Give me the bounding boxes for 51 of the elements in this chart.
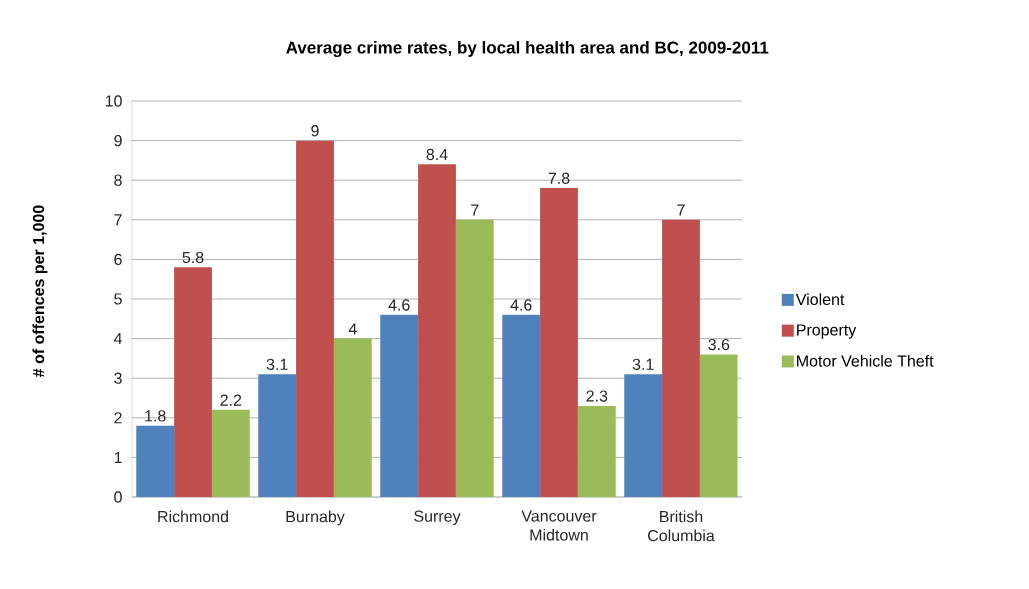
y-tick-label: 7	[114, 214, 122, 226]
legend-label: Motor Vehicle Theft	[797, 354, 934, 367]
data-label: 4	[348, 323, 357, 335]
bar	[174, 267, 212, 497]
bar	[540, 188, 578, 497]
data-label: 5.8	[182, 251, 204, 264]
data-label: 3.6	[708, 338, 730, 351]
bar	[136, 425, 175, 497]
y-tick-label: 3	[114, 372, 122, 384]
bar	[624, 374, 663, 497]
x-tick-label: Vancouver Midtown	[521, 510, 597, 541]
bar	[418, 164, 456, 497]
y-tick-label: 9	[114, 134, 122, 147]
data-label: 1.8	[145, 410, 166, 422]
bar	[296, 140, 334, 497]
bar	[211, 409, 250, 497]
data-label: 2.3	[586, 390, 608, 402]
bar	[455, 219, 494, 497]
y-tick-label: 2	[114, 412, 122, 424]
data-label: 7	[677, 204, 685, 216]
y-tick-label: 10	[105, 95, 122, 107]
y-tick-label: 6	[114, 253, 122, 266]
data-label: 2.2	[220, 394, 242, 406]
y-axis-title: # of offences per 1,000	[32, 205, 48, 378]
x-tick-label: British Columbia	[648, 510, 715, 542]
bar	[258, 374, 297, 497]
data-label: 3.1	[632, 358, 654, 371]
bar	[577, 405, 616, 497]
y-tick-label: 1	[114, 451, 122, 463]
bar	[502, 314, 541, 497]
x-tick-label: Burnaby	[286, 510, 345, 526]
y-tick-label: 8	[114, 174, 122, 186]
data-label: 9	[311, 125, 319, 137]
bar	[699, 354, 738, 497]
data-label: 3.1	[266, 358, 288, 371]
bar	[333, 338, 372, 497]
y-tick-label: 0	[114, 491, 122, 503]
y-tick-label: 5	[114, 293, 122, 305]
x-tick-label: Surrey	[414, 510, 461, 526]
legend-label: Property	[797, 324, 857, 339]
data-label: 4.6	[510, 299, 532, 311]
bar	[380, 314, 419, 497]
data-label: 7	[471, 204, 479, 216]
data-label: 7.8	[548, 172, 570, 184]
y-tick-label: 4	[113, 333, 122, 345]
x-tick-label: Richmond	[158, 510, 228, 523]
data-label: 4.6	[388, 299, 410, 311]
legend-label: Violent	[795, 293, 845, 306]
bar	[662, 219, 700, 497]
chart-title: Average crime rates, by local health area and BC, 2009-2011	[286, 41, 769, 58]
data-label: 8.4	[426, 148, 448, 161]
